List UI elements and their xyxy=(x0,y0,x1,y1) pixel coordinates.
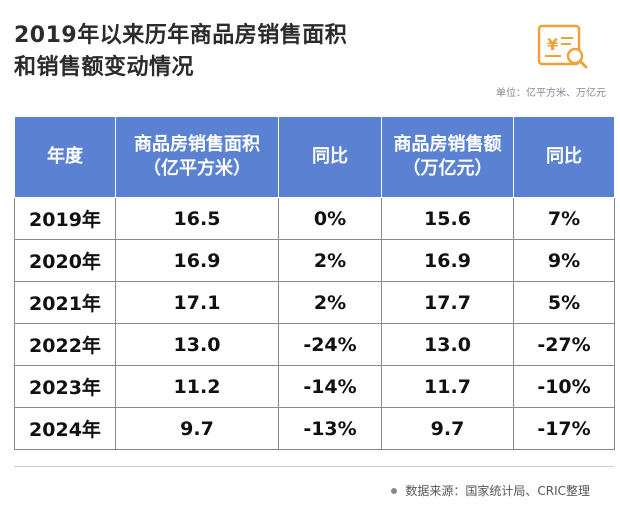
cell-sales-amount: 13.0 xyxy=(381,323,514,366)
data-table: 年度 商品房销售面积 （亿平方米） 同比 商品房销售额 （万亿元） 同比 201… xyxy=(14,116,615,450)
title-line-2: 和销售额变动情况 xyxy=(14,55,195,80)
dot-icon xyxy=(391,487,398,494)
header-area-yoy: 同比 xyxy=(278,116,382,198)
cell-amount-yoy: -10% xyxy=(513,365,615,408)
svg-text:¥: ¥ xyxy=(547,35,558,54)
footer-divider xyxy=(14,466,614,467)
cell-sales-amount: 9.7 xyxy=(381,407,514,450)
cell-sales-area: 9.7 xyxy=(115,407,279,450)
cell-sales-amount: 15.6 xyxy=(381,197,514,240)
cell-sales-amount: 11.7 xyxy=(381,365,514,408)
cell-year: 2023年 xyxy=(14,365,116,408)
yen-document-magnifier-icon: ¥ xyxy=(537,24,588,69)
cell-amount-yoy: -27% xyxy=(513,323,615,366)
header-sales-area: 商品房销售面积 （亿平方米） xyxy=(115,116,279,198)
cell-area-yoy: -13% xyxy=(278,407,382,450)
cell-sales-area: 13.0 xyxy=(115,323,279,366)
cell-area-yoy: -24% xyxy=(278,323,382,366)
source-text: 数据来源：国家统计局、CRIC整理 xyxy=(405,484,590,498)
table-row: 2023年 11.2 -14% 11.7 -10% xyxy=(14,365,615,408)
cell-amount-yoy: 5% xyxy=(513,281,615,324)
cell-amount-yoy: 9% xyxy=(513,239,615,282)
table-row: 2019年 16.5 0% 15.6 7% xyxy=(14,197,615,240)
cell-amount-yoy: -17% xyxy=(513,407,615,450)
cell-sales-area: 16.9 xyxy=(115,239,279,282)
cell-year: 2019年 xyxy=(14,197,116,240)
table-header-row: 年度 商品房销售面积 （亿平方米） 同比 商品房销售额 （万亿元） 同比 xyxy=(14,116,615,198)
cell-area-yoy: 2% xyxy=(278,239,382,282)
page-title: 2019年以来历年商品房销售面积 和销售额变动情况 xyxy=(14,20,347,84)
cell-sales-area: 17.1 xyxy=(115,281,279,324)
header-sales-amount: 商品房销售额 （万亿元） xyxy=(381,116,514,198)
header-amount-yoy: 同比 xyxy=(513,116,615,198)
cell-sales-amount: 17.7 xyxy=(381,281,514,324)
title-line-1: 2019年以来历年商品房销售面积 xyxy=(14,23,348,48)
table-row: 2024年 9.7 -13% 9.7 -17% xyxy=(14,407,615,450)
unit-note: 单位：亿平方米、万亿元 xyxy=(496,88,606,99)
cell-year: 2020年 xyxy=(14,239,116,282)
table-row: 2020年 16.9 2% 16.9 9% xyxy=(14,239,615,282)
header-year: 年度 xyxy=(14,116,116,198)
cell-amount-yoy: 7% xyxy=(513,197,615,240)
source-note: 数据来源：国家统计局、CRIC整理 xyxy=(391,482,590,499)
cell-year: 2024年 xyxy=(14,407,116,450)
cell-sales-amount: 16.9 xyxy=(381,239,514,282)
table-row: 2021年 17.1 2% 17.7 5% xyxy=(14,281,615,324)
cell-year: 2022年 xyxy=(14,323,116,366)
cell-year: 2021年 xyxy=(14,281,116,324)
cell-sales-area: 16.5 xyxy=(115,197,279,240)
table-row: 2022年 13.0 -24% 13.0 -27% xyxy=(14,323,615,366)
cell-area-yoy: -14% xyxy=(278,365,382,408)
cell-area-yoy: 2% xyxy=(278,281,382,324)
cell-area-yoy: 0% xyxy=(278,197,382,240)
cell-sales-area: 11.2 xyxy=(115,365,279,408)
